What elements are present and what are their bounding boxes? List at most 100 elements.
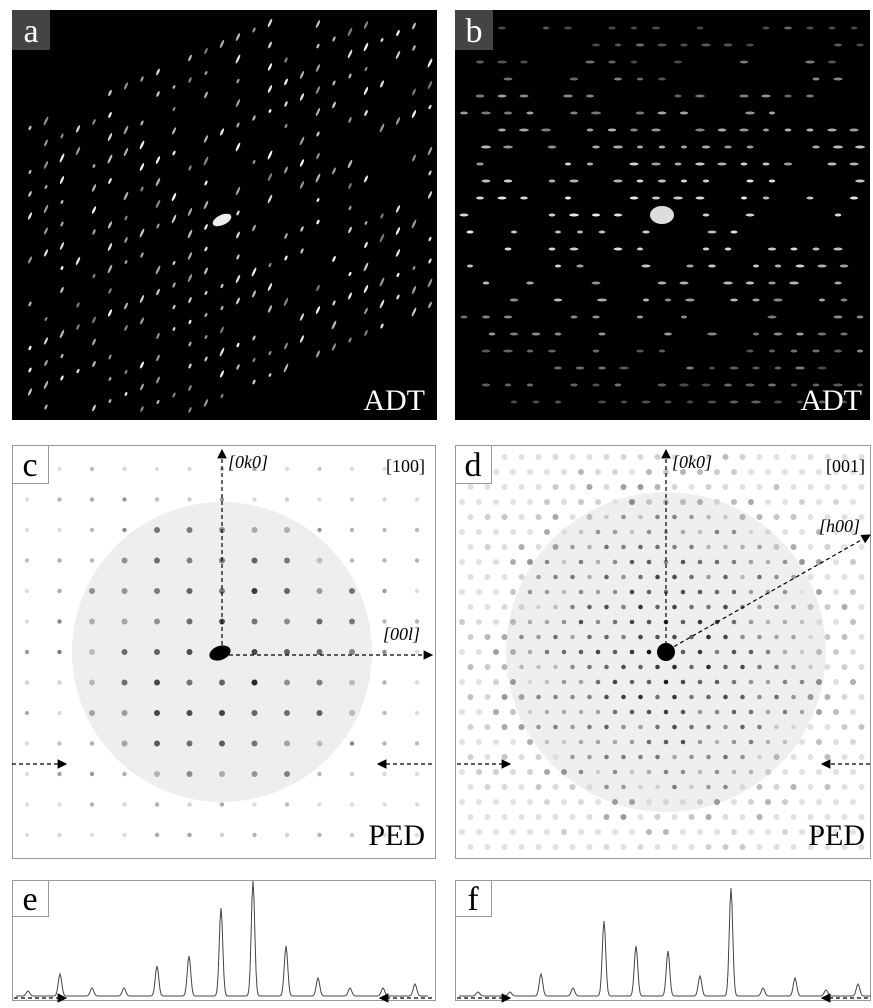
spot xyxy=(824,454,831,460)
spot xyxy=(252,224,256,232)
spot xyxy=(674,162,682,166)
spot xyxy=(746,145,754,149)
spot xyxy=(849,196,859,200)
spot xyxy=(701,43,711,47)
spot xyxy=(637,484,644,490)
spot xyxy=(501,454,508,460)
spot xyxy=(841,664,848,670)
spot xyxy=(203,135,209,143)
spot xyxy=(714,769,720,775)
spot xyxy=(833,829,839,835)
spot xyxy=(816,619,822,625)
spot xyxy=(592,383,600,387)
spot xyxy=(752,332,760,336)
spot xyxy=(501,664,508,670)
spot xyxy=(850,709,856,715)
spot xyxy=(858,694,865,700)
spot xyxy=(850,649,856,655)
spot xyxy=(722,814,729,820)
spot xyxy=(518,454,525,460)
spot xyxy=(697,709,703,715)
spot xyxy=(655,754,660,760)
spot xyxy=(646,709,652,715)
spot xyxy=(510,469,516,475)
spot xyxy=(561,529,567,535)
spot xyxy=(714,739,720,745)
spot xyxy=(655,784,660,790)
spot xyxy=(124,325,128,331)
spot xyxy=(850,559,856,565)
spot xyxy=(613,213,623,217)
spot xyxy=(140,186,144,192)
spot xyxy=(858,604,865,610)
spot xyxy=(812,383,820,387)
spot xyxy=(484,604,491,610)
spot xyxy=(570,634,575,640)
spot xyxy=(578,709,584,715)
spot xyxy=(300,248,304,254)
spot xyxy=(501,844,508,850)
spot xyxy=(858,514,865,520)
spot xyxy=(536,574,541,580)
spot xyxy=(283,297,289,307)
spot xyxy=(695,128,705,132)
spot xyxy=(621,724,626,730)
axis-label: [00l] xyxy=(383,624,420,644)
spot xyxy=(723,634,728,640)
spot xyxy=(595,649,601,655)
spot xyxy=(740,634,745,640)
spot xyxy=(657,281,667,285)
spot xyxy=(595,829,601,835)
spot xyxy=(501,544,508,550)
spot xyxy=(608,60,616,64)
spot xyxy=(544,709,550,715)
spot xyxy=(706,514,711,520)
spot xyxy=(204,335,208,339)
spot xyxy=(467,754,474,760)
spot xyxy=(412,88,416,96)
spot xyxy=(824,544,831,550)
spot xyxy=(544,499,550,505)
spot xyxy=(688,814,695,820)
spot xyxy=(535,514,542,520)
spot xyxy=(411,285,417,295)
spot xyxy=(60,353,64,359)
spot xyxy=(807,694,814,700)
spot xyxy=(849,128,859,132)
spot xyxy=(548,213,556,217)
spot xyxy=(717,128,727,132)
spot xyxy=(519,664,524,670)
spot xyxy=(773,814,780,820)
spot xyxy=(595,799,601,805)
spot xyxy=(796,400,804,404)
spot xyxy=(697,829,703,835)
spot xyxy=(654,484,661,490)
spot xyxy=(790,784,797,790)
spot xyxy=(586,94,594,98)
spot xyxy=(300,226,304,232)
spot xyxy=(598,332,606,336)
spot xyxy=(816,649,822,655)
label-box xyxy=(455,880,492,917)
spot xyxy=(612,649,618,655)
spot xyxy=(651,162,661,166)
spot xyxy=(24,558,30,563)
spot xyxy=(570,383,578,387)
spot xyxy=(501,514,508,520)
spot xyxy=(57,741,62,746)
spot xyxy=(121,618,128,625)
spot xyxy=(24,588,30,594)
spot xyxy=(791,694,796,700)
spot xyxy=(363,42,369,52)
spot xyxy=(186,710,193,716)
spot xyxy=(459,799,465,805)
spot xyxy=(219,588,225,594)
spot xyxy=(655,544,660,550)
spot xyxy=(671,454,678,460)
spot xyxy=(595,469,601,475)
spot xyxy=(655,514,660,520)
spot xyxy=(284,802,290,807)
spot xyxy=(382,558,387,563)
spot xyxy=(672,754,677,760)
spot xyxy=(414,771,420,777)
